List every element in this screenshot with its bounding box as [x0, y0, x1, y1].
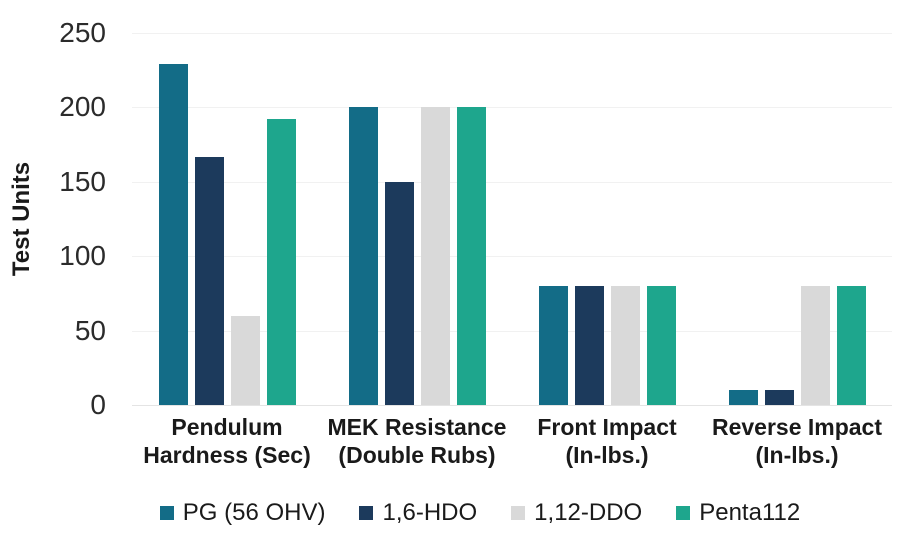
bar-group — [512, 33, 702, 405]
legend-item: 1,12-DDO — [511, 499, 642, 527]
legend-label: Penta112 — [699, 499, 801, 526]
plot-area — [132, 33, 892, 406]
x-category-label-line: (In-lbs.) — [755, 442, 839, 468]
x-category-label-line: (Double Rubs) — [338, 442, 496, 468]
bar-group — [702, 33, 892, 405]
bar-groups — [132, 33, 892, 405]
x-category-label-line: Pendulum — [171, 414, 283, 440]
bar — [230, 315, 260, 405]
y-axis-ticks: 0 50 100 150 200 250 — [0, 18, 106, 420]
bar — [158, 64, 188, 405]
x-category-label: Reverse Impact (In-lbs.) — [702, 413, 892, 469]
x-category-label-line: (In-lbs.) — [565, 442, 649, 468]
bar — [420, 107, 450, 405]
x-category-label-line: Reverse Impact — [711, 414, 883, 440]
x-category-label: Pendulum Hardness (Sec) — [132, 413, 322, 469]
legend-item: PG (56 OHV) — [159, 499, 326, 527]
bar — [646, 285, 676, 405]
legend-swatch — [359, 506, 374, 520]
legend-label: 1,12-DDO — [534, 499, 643, 526]
x-category-label: MEK Resistance (Double Rubs) — [322, 413, 512, 469]
x-category-label: Front Impact (In-lbs.) — [512, 413, 702, 469]
bar — [384, 181, 414, 405]
gridline — [132, 330, 892, 332]
x-category-label-line: MEK Resistance — [327, 414, 507, 440]
gridline — [132, 256, 892, 258]
bar — [194, 156, 224, 405]
legend-label: PG (56 OHV) — [182, 499, 326, 526]
y-tick-label: 0 — [90, 389, 106, 420]
bar — [800, 285, 830, 405]
y-tick-label: 200 — [59, 91, 106, 123]
bar — [456, 107, 486, 405]
gridline — [132, 107, 892, 109]
bar — [728, 390, 758, 405]
bar — [574, 285, 604, 405]
gridline — [132, 181, 892, 183]
bar-group — [322, 33, 512, 405]
legend-label: 1,6-HDO — [382, 499, 478, 526]
bar-group — [132, 33, 322, 405]
bar — [764, 390, 794, 405]
x-axis-labels: Pendulum Hardness (Sec) MEK Resistance (Dou… — [132, 413, 892, 469]
y-tick-label: 250 — [59, 17, 106, 48]
y-tick-label: 150 — [59, 165, 106, 197]
legend-swatch — [511, 506, 526, 520]
y-tick-label: 100 — [59, 240, 106, 272]
legend-swatch — [159, 506, 174, 520]
bar — [610, 285, 640, 405]
legend: PG (56 OHV) 1,6-HDO 1,12-DDO Penta112 — [0, 499, 900, 527]
legend-swatch — [676, 506, 691, 520]
x-category-label-line: Front Impact — [537, 414, 677, 440]
bar — [538, 285, 568, 405]
bar — [836, 285, 866, 405]
gridline — [132, 33, 892, 34]
legend-item: 1,6-HDO — [359, 499, 477, 527]
x-category-label-line: Hardness (Sec) — [143, 442, 311, 468]
gridline — [132, 405, 892, 406]
bar — [348, 107, 378, 405]
legend-item: Penta112 — [676, 499, 800, 527]
bar — [266, 119, 296, 405]
y-tick-label: 50 — [74, 314, 106, 346]
